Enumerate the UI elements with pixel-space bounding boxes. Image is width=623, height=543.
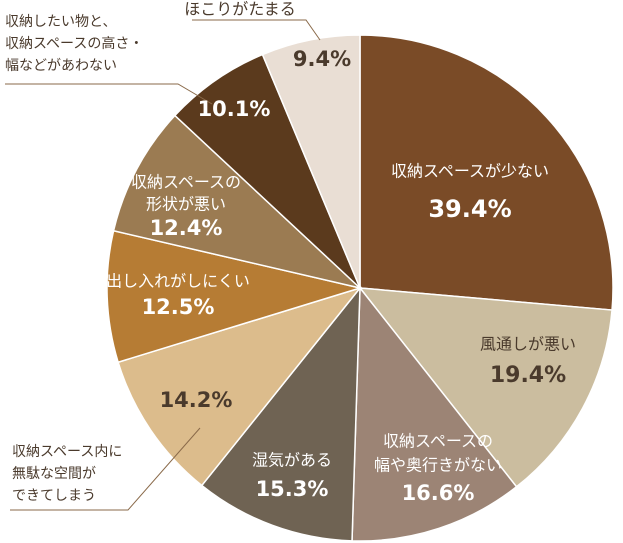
slice-label: 風通しが悪い <box>480 335 576 354</box>
slice-label: 幅や奥行きがない <box>374 456 502 475</box>
slice-label: ほこりがたまる <box>184 0 296 19</box>
slice-label: 収納スペース内に <box>12 444 122 460</box>
value-label: 14.2% <box>160 388 233 412</box>
pie-slice <box>261 34 361 289</box>
value-label: 10.1% <box>198 97 271 121</box>
slice-label: 収納スペースが少ない <box>391 162 549 181</box>
slice-label: 形状が悪い <box>146 195 226 214</box>
pie-slice <box>173 53 361 289</box>
value-label: 9.4% <box>293 47 351 71</box>
slice-label: 幅などがあわない <box>5 58 117 74</box>
slice-label: 収納スペースの高さ・ <box>5 35 143 52</box>
value-label: 16.6% <box>402 481 475 505</box>
pie-slice <box>351 285 518 542</box>
value-label: 12.5% <box>142 295 215 319</box>
leader-line <box>10 427 201 511</box>
pie-slice <box>358 287 613 488</box>
value-label: 19.4% <box>490 363 566 388</box>
pie-slice <box>200 285 361 542</box>
slice-label: 収納スペースの <box>383 432 493 451</box>
value-label: 39.4% <box>428 195 511 223</box>
slice-label: 出し入れがしにくい <box>106 272 250 291</box>
slice-label: できてしまう <box>12 488 96 504</box>
pie-slice <box>112 114 363 290</box>
pie-slice <box>106 229 363 364</box>
pie-slice <box>117 286 363 487</box>
leader-line <box>5 83 213 105</box>
value-label: 12.4% <box>150 216 223 240</box>
value-label: 15.3% <box>256 477 329 501</box>
slice-label: 湿気がある <box>252 451 332 470</box>
slice-label: 無駄な空間が <box>12 466 96 482</box>
slice-label: 収納スペースの <box>131 173 241 192</box>
pie-slice <box>359 34 614 311</box>
leader-line <box>192 19 321 41</box>
slice-label: 収納したい物と、 <box>5 14 116 30</box>
